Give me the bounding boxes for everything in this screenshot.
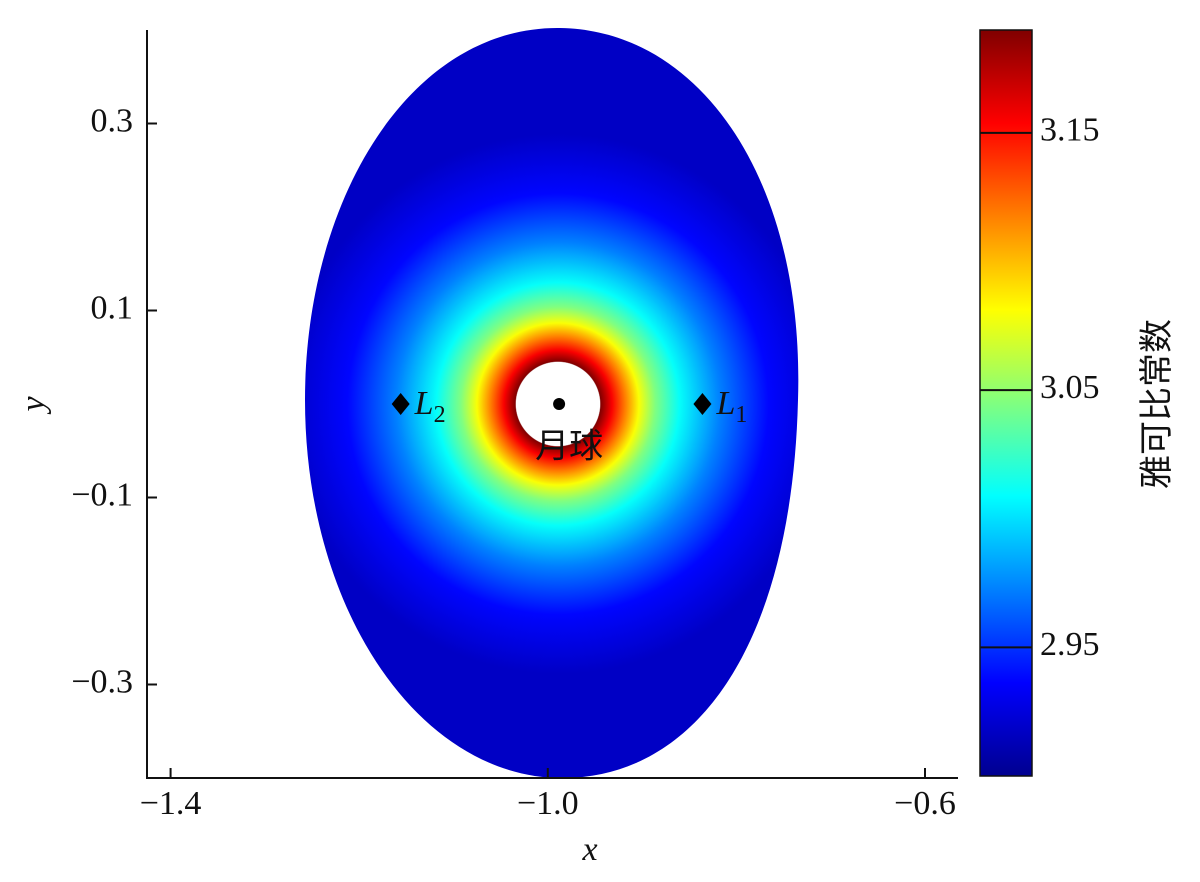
moon-label: 月球	[535, 427, 603, 467]
y-tick-label: −0.1	[71, 476, 133, 513]
y-axis-label: y	[15, 396, 52, 415]
x-tick-label: −0.6	[894, 785, 956, 822]
point-label: L2	[414, 385, 446, 428]
label-subscript: 2	[434, 402, 446, 428]
axes	[146, 30, 958, 779]
colorbar	[979, 29, 1033, 777]
colorbar-tick-label: 2.95	[1040, 626, 1100, 663]
point-label: L1	[715, 385, 747, 428]
y-tick-label: 0.1	[91, 289, 134, 326]
lagrange-point	[391, 393, 410, 415]
label-subscript: 1	[735, 402, 747, 428]
x-axis-label: x	[581, 831, 597, 868]
colorbar-tick-label: 3.05	[1040, 369, 1100, 406]
moon	[553, 398, 566, 410]
y-tick-label: −0.3	[71, 663, 133, 700]
jacobi-field	[305, 27, 799, 779]
lagrange-point	[693, 393, 712, 415]
label-main: L	[715, 385, 735, 422]
colorbar-label: 雅可比常数	[1138, 319, 1176, 489]
x-tick-label: −1.0	[517, 785, 579, 822]
x-tick-label: −1.4	[140, 785, 202, 822]
colorbar-tick-label: 3.15	[1040, 112, 1100, 149]
y-tick-label: 0.3	[91, 102, 134, 139]
label-main: L	[414, 385, 434, 422]
